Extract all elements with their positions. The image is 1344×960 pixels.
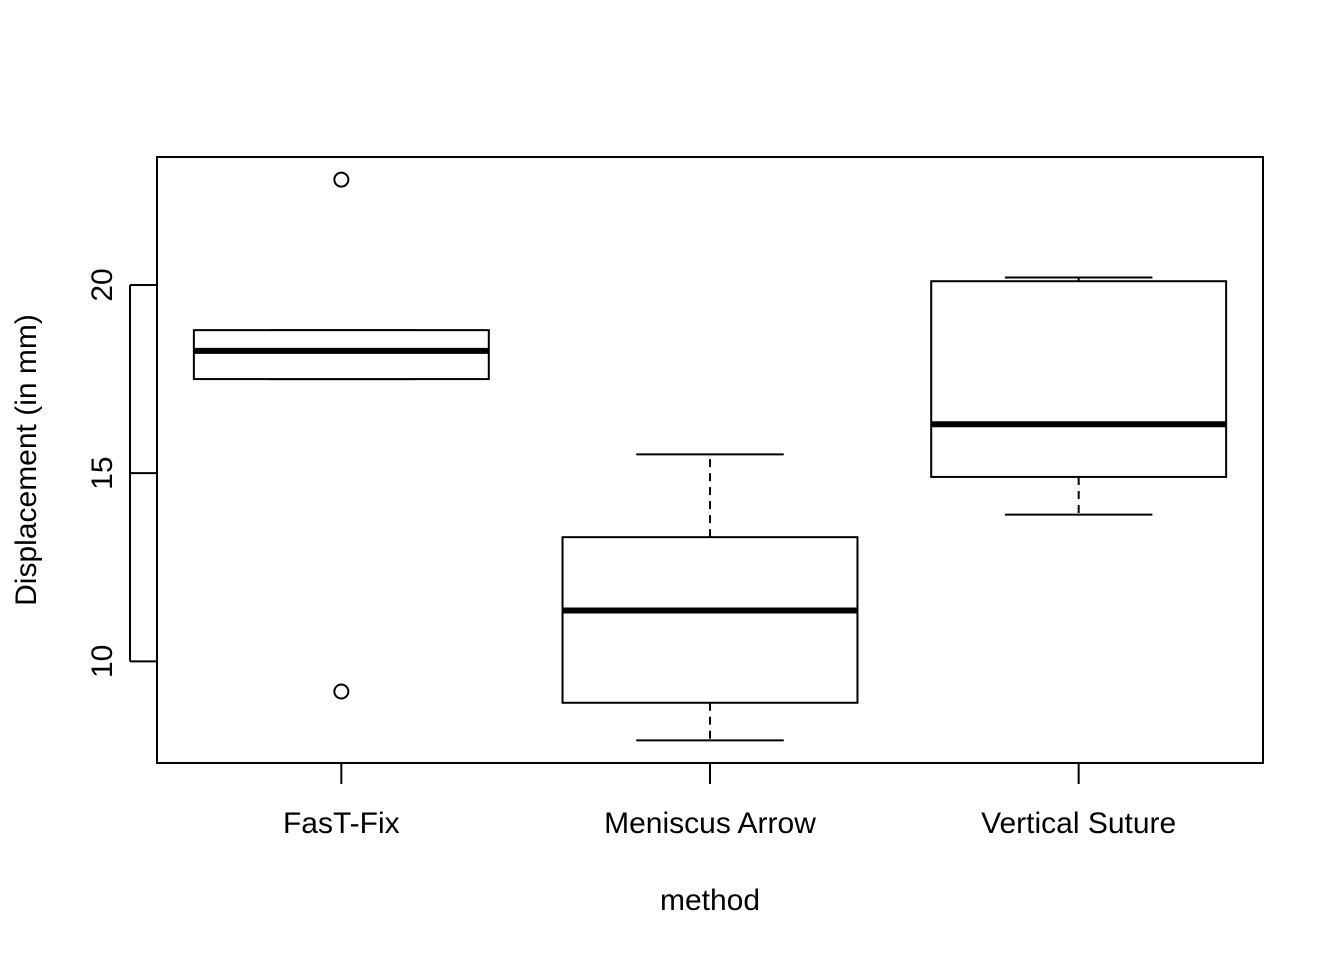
x-tick-label: Meniscus Arrow — [604, 807, 816, 840]
x-tick-label: Vertical Suture — [981, 807, 1176, 840]
box-0 — [192, 171, 490, 700]
box-1 — [561, 453, 859, 742]
iqr-box — [561, 536, 859, 704]
x-axis: FasT-Fix Meniscus Arrow Vertical Suture — [283, 762, 1176, 840]
box-2 — [930, 276, 1228, 516]
iqr-box — [930, 280, 1228, 478]
outlier-point — [333, 683, 350, 700]
y-tick-label: 20 — [86, 268, 119, 301]
y-tick-label: 15 — [86, 456, 119, 489]
y-axis: 10 15 20 — [86, 268, 157, 678]
boxes-group — [192, 171, 1228, 742]
x-tick-label: FasT-Fix — [283, 807, 400, 840]
outlier-point — [333, 171, 350, 188]
y-axis-title: Displacement (in mm) — [10, 314, 43, 606]
y-tick-label: 10 — [86, 645, 119, 678]
x-axis-title: method — [660, 884, 760, 917]
iqr-box — [192, 329, 490, 381]
